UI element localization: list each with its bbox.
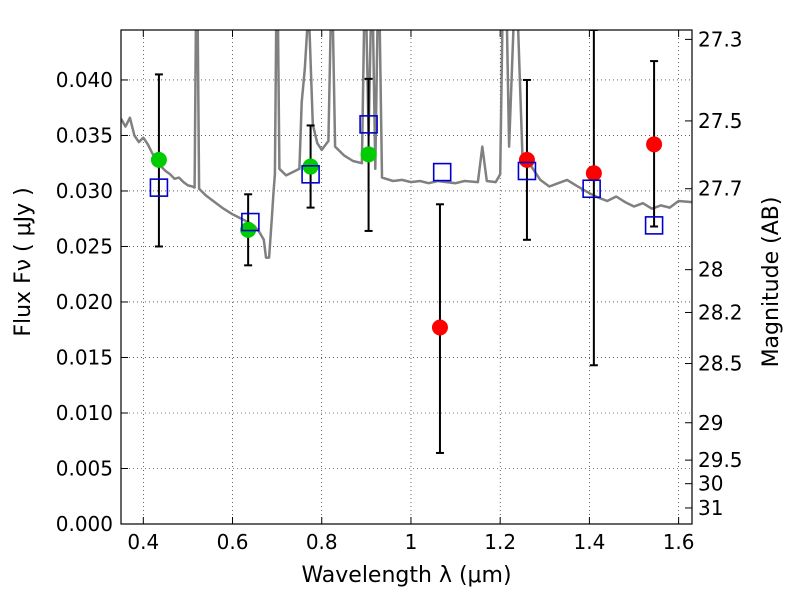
y2-tick-label: 30	[698, 472, 723, 496]
data-point-square	[359, 115, 378, 134]
data-point-circle	[431, 319, 448, 336]
y-tick-label: 0.035	[56, 123, 113, 147]
data-point-square	[517, 161, 537, 181]
x-tick-label: 1	[405, 530, 418, 554]
data-point-square	[241, 212, 260, 232]
data-point-circle	[585, 165, 602, 182]
y2-tick-label: 27.7	[698, 177, 743, 201]
data-point-circle	[518, 151, 535, 168]
y2-tick-label: 27.5	[698, 109, 743, 133]
y-tick-label: 0.010	[56, 401, 113, 425]
x-axis-label: Wavelength λ (μm)	[301, 563, 511, 588]
model-spectrum-group	[121, 30, 692, 259]
ticks-group	[121, 30, 692, 525]
data-point-circle	[150, 151, 167, 168]
y-tick-label: 0.020	[56, 290, 113, 314]
data-point-square	[301, 165, 320, 184]
y-tick-label: 0.005	[56, 456, 113, 480]
plot-frame	[120, 29, 693, 525]
x-tick-label: 1.4	[573, 530, 605, 554]
spectrum-line	[121, 30, 692, 259]
y2-tick-label: 29.5	[698, 448, 743, 472]
error-bars-group	[154, 30, 659, 454]
y2-tick-label: 28	[698, 258, 723, 282]
tick-labels-group: 0.4 0.6 0.8 1 1.2 1.4 1.6 0.000 0.005 0.010 0.015 0…	[56, 27, 743, 554]
y-tick-label: 0.025	[56, 234, 113, 258]
x-tick-label: 1.6	[663, 530, 695, 554]
x-tick-label: 0.6	[217, 530, 249, 554]
x-tick-label: 0.8	[306, 530, 338, 554]
y2-tick-label: 28.2	[698, 300, 743, 324]
data-point-square	[644, 216, 664, 235]
y2-tick-label: 28.5	[698, 352, 743, 376]
y2-tick-label: 31	[698, 496, 723, 520]
y-tick-label: 0.015	[56, 345, 113, 369]
y2-tick-label: 29	[698, 411, 723, 435]
y-tick-label: 0.040	[56, 68, 113, 92]
data-point-square	[582, 179, 601, 199]
markers-group	[149, 115, 664, 336]
y-tick-label: 0.000	[56, 512, 113, 536]
y2-tick-label: 27.3	[698, 27, 743, 51]
y-axis-label: Flux Fν ( μJy )	[11, 187, 36, 336]
data-point-square	[432, 162, 452, 182]
x-tick-label: 0.4	[127, 530, 159, 554]
data-point-circle	[360, 146, 377, 163]
x-tick-label: 1.2	[484, 530, 516, 554]
data-point-circle	[646, 136, 663, 153]
grid-lines	[121, 30, 692, 525]
data-point-square	[149, 178, 169, 197]
y2-axis-label: Magnitude (AB)	[759, 197, 784, 368]
y-tick-label: 0.030	[56, 179, 113, 203]
